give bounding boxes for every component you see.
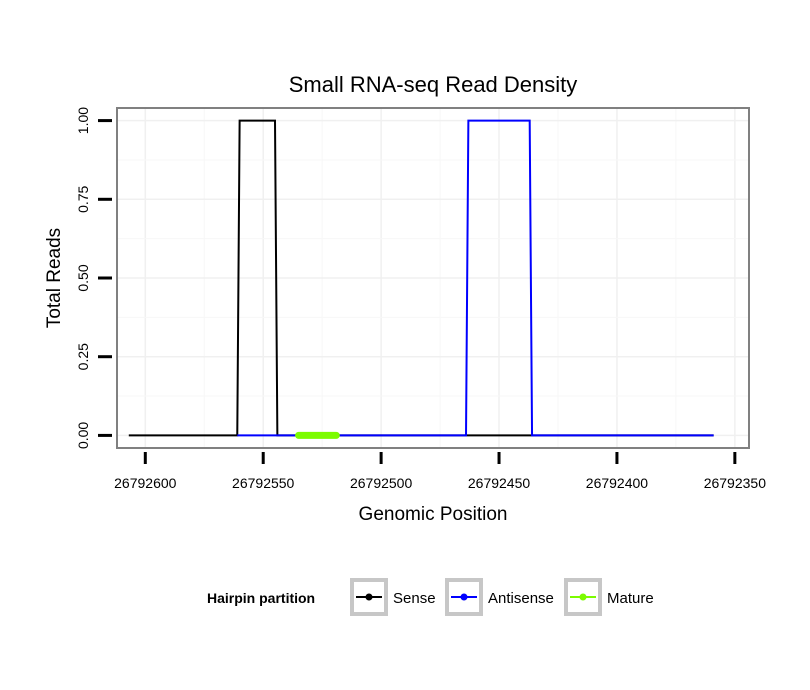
legend-label-antisense: Antisense <box>488 590 554 607</box>
x-tick-label: 26792600 <box>114 475 177 491</box>
plot-panel-border <box>116 107 750 449</box>
x-tick-label: 26792350 <box>704 475 767 491</box>
x-tick-label: 26792550 <box>232 475 295 491</box>
grid-layer <box>117 108 749 448</box>
axis-layer: 26792600 26792550 26792500 26792450 26792400… <box>75 107 766 491</box>
x-axis-title: Genomic Position <box>359 504 508 525</box>
x-tick-label: 26792450 <box>468 475 531 491</box>
legend-label-sense: Sense <box>393 590 436 607</box>
legend-item-mature: Mature <box>564 578 654 616</box>
legend-label-mature: Mature <box>607 590 654 607</box>
y-tick-label: 0.25 <box>75 343 91 370</box>
legend-dot-mature <box>579 593 587 601</box>
x-tick-label: 26792400 <box>586 475 649 491</box>
y-tick-label: 0.75 <box>75 185 91 212</box>
chart-title: Small RNA-seq Read Density <box>289 72 578 97</box>
legend-dot-antisense <box>460 593 468 601</box>
y-tick-label: 0.50 <box>75 264 91 291</box>
legend-dot-sense <box>365 593 373 601</box>
legend: Hairpin partition Sense Antisense Mature <box>207 578 654 616</box>
legend-item-antisense: Antisense <box>445 578 554 616</box>
y-axis-title: Total Reads <box>44 228 65 328</box>
legend-item-sense: Sense <box>350 578 436 616</box>
series-layer <box>128 119 714 439</box>
x-tick-label: 26792500 <box>350 475 413 491</box>
y-tick-label: 1.00 <box>75 107 91 134</box>
y-tick-label: 0.00 <box>75 422 91 449</box>
series-line-antisense <box>237 119 714 437</box>
legend-title: Hairpin partition <box>207 590 315 606</box>
